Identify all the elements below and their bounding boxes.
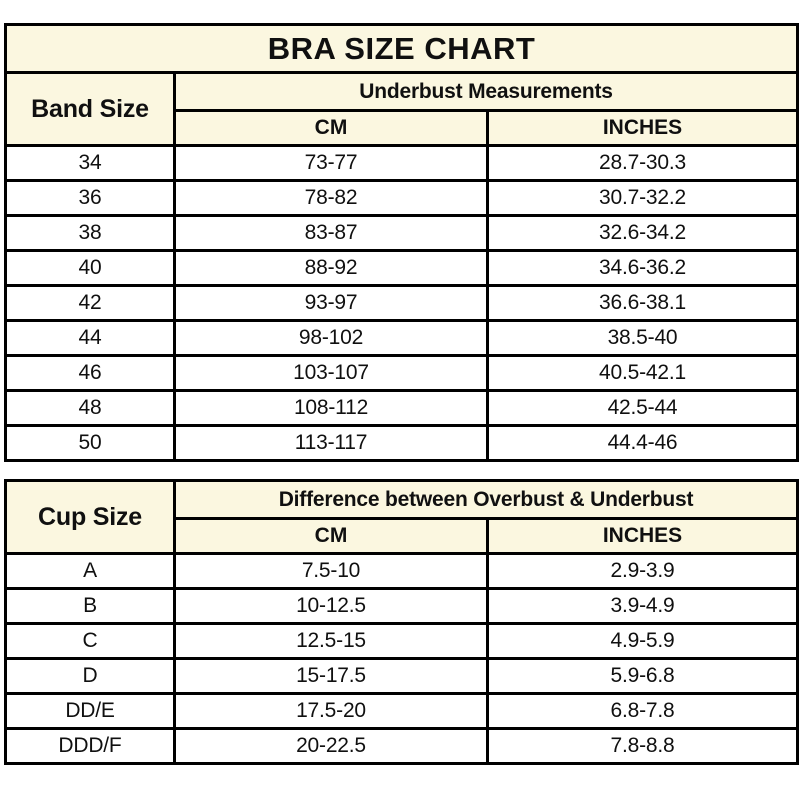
inches-column-header: INCHES bbox=[486, 109, 799, 147]
band-size-value: 38 bbox=[4, 214, 176, 252]
inches-range: 32.6-34.2 bbox=[486, 214, 799, 252]
inches-range: 2.9-3.9 bbox=[486, 552, 799, 590]
cm-range: 73-77 bbox=[173, 144, 489, 182]
group-header-row: Band Size Underbust Measurements bbox=[4, 71, 799, 147]
inches-range: 30.7-32.2 bbox=[486, 179, 799, 217]
cup-size-value: DDD/F bbox=[4, 727, 176, 765]
inches-range: 44.4-46 bbox=[486, 424, 799, 462]
cup-size-table: Cup Size Difference between Overbust & U… bbox=[4, 479, 799, 765]
table-row: 46 103-107 40.5-42.1 bbox=[4, 354, 799, 392]
cm-range: 108-112 bbox=[173, 389, 489, 427]
cm-range: 17.5-20 bbox=[173, 692, 489, 730]
band-size-value: 40 bbox=[4, 249, 176, 287]
column-header-row: CM INCHES bbox=[6, 517, 799, 555]
inches-range: 7.8-8.8 bbox=[486, 727, 799, 765]
cup-size-value: A bbox=[4, 552, 176, 590]
table-row: 42 93-97 36.6-38.1 bbox=[4, 284, 799, 322]
table-row: 34 73-77 28.7-30.3 bbox=[4, 144, 799, 182]
title-row: BRA SIZE CHART bbox=[4, 23, 799, 74]
inches-range: 6.8-7.8 bbox=[486, 692, 799, 730]
cm-range: 78-82 bbox=[173, 179, 489, 217]
cm-range: 103-107 bbox=[173, 354, 489, 392]
table-row: 40 88-92 34.6-36.2 bbox=[4, 249, 799, 287]
table-row: DD/E 17.5-20 6.8-7.8 bbox=[4, 692, 799, 730]
band-size-corner-header: Band Size bbox=[4, 71, 176, 147]
table-row: 38 83-87 32.6-34.2 bbox=[4, 214, 799, 252]
inches-range: 40.5-42.1 bbox=[486, 354, 799, 392]
cm-range: 7.5-10 bbox=[173, 552, 489, 590]
band-size-value: 48 bbox=[4, 389, 176, 427]
cm-range: 93-97 bbox=[173, 284, 489, 322]
cm-column-header: CM bbox=[173, 109, 489, 147]
table-row: 50 113-117 44.4-46 bbox=[4, 424, 799, 462]
column-header-row: CM INCHES bbox=[6, 109, 799, 147]
table-row: 48 108-112 42.5-44 bbox=[4, 389, 799, 427]
cm-range: 20-22.5 bbox=[173, 727, 489, 765]
table-row: DDD/F 20-22.5 7.8-8.8 bbox=[4, 727, 799, 765]
underbust-group-header: Underbust Measurements bbox=[173, 71, 799, 112]
band-size-value: 42 bbox=[4, 284, 176, 322]
table-row: B 10-12.5 3.9-4.9 bbox=[4, 587, 799, 625]
band-size-value: 34 bbox=[4, 144, 176, 182]
cm-range: 15-17.5 bbox=[173, 657, 489, 695]
cm-range: 98-102 bbox=[173, 319, 489, 357]
table-row: A 7.5-10 2.9-3.9 bbox=[4, 552, 799, 590]
cm-range: 12.5-15 bbox=[173, 622, 489, 660]
band-size-value: 46 bbox=[4, 354, 176, 392]
difference-group-header: Difference between Overbust & Underbust bbox=[173, 479, 799, 520]
group-header-row: Cup Size Difference between Overbust & U… bbox=[4, 479, 799, 555]
band-size-table: BRA SIZE CHART Band Size Underbust Measu… bbox=[4, 23, 799, 462]
inches-range: 38.5-40 bbox=[486, 319, 799, 357]
cup-size-value: D bbox=[4, 657, 176, 695]
band-size-value: 50 bbox=[4, 424, 176, 462]
cm-range: 113-117 bbox=[173, 424, 489, 462]
bra-size-chart-page: BRA SIZE CHART Band Size Underbust Measu… bbox=[4, 23, 799, 765]
inches-range: 34.6-36.2 bbox=[486, 249, 799, 287]
table-row: 44 98-102 38.5-40 bbox=[4, 319, 799, 357]
table-row: C 12.5-15 4.9-5.9 bbox=[4, 622, 799, 660]
cm-range: 88-92 bbox=[173, 249, 489, 287]
inches-range: 3.9-4.9 bbox=[486, 587, 799, 625]
inches-range: 42.5-44 bbox=[486, 389, 799, 427]
inches-range: 5.9-6.8 bbox=[486, 657, 799, 695]
table-row: 36 78-82 30.7-32.2 bbox=[4, 179, 799, 217]
inches-column-header: INCHES bbox=[486, 517, 799, 555]
cm-range: 10-12.5 bbox=[173, 587, 489, 625]
band-size-value: 44 bbox=[4, 319, 176, 357]
cup-size-corner-header: Cup Size bbox=[4, 479, 176, 555]
band-size-value: 36 bbox=[4, 179, 176, 217]
cup-size-value: C bbox=[4, 622, 176, 660]
cup-size-value: DD/E bbox=[4, 692, 176, 730]
page-title: BRA SIZE CHART bbox=[4, 23, 799, 74]
cup-size-value: B bbox=[4, 587, 176, 625]
inches-range: 36.6-38.1 bbox=[486, 284, 799, 322]
table-row: D 15-17.5 5.9-6.8 bbox=[4, 657, 799, 695]
cm-range: 83-87 bbox=[173, 214, 489, 252]
inches-range: 28.7-30.3 bbox=[486, 144, 799, 182]
cm-column-header: CM bbox=[173, 517, 489, 555]
inches-range: 4.9-5.9 bbox=[486, 622, 799, 660]
